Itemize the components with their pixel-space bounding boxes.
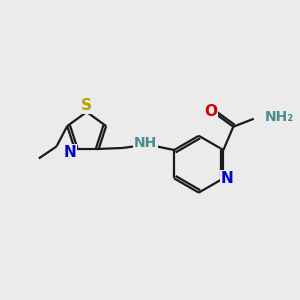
Text: N: N xyxy=(63,145,76,160)
Text: NH₂: NH₂ xyxy=(265,110,294,124)
Text: O: O xyxy=(204,104,217,119)
Text: S: S xyxy=(81,98,92,113)
Text: NH: NH xyxy=(134,136,158,151)
Text: N: N xyxy=(220,171,233,186)
